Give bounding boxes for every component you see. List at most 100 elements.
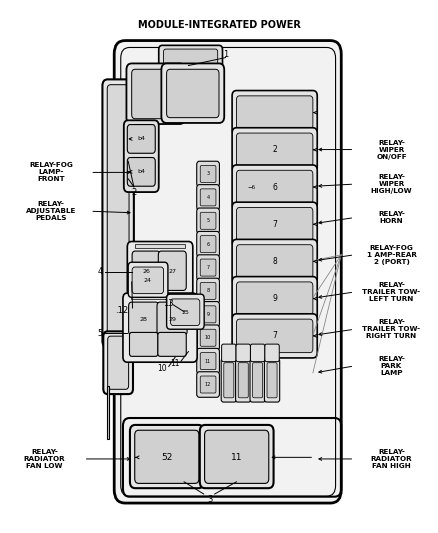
- FancyBboxPatch shape: [130, 425, 204, 488]
- FancyBboxPatch shape: [123, 293, 197, 362]
- FancyBboxPatch shape: [232, 239, 317, 284]
- Text: b4: b4: [137, 169, 145, 174]
- FancyBboxPatch shape: [170, 299, 200, 326]
- FancyBboxPatch shape: [103, 332, 133, 394]
- Text: RELAY-
TRAILER TOW-
LEFT TURN: RELAY- TRAILER TOW- LEFT TURN: [362, 282, 420, 302]
- FancyBboxPatch shape: [200, 425, 274, 488]
- Text: RELAY-
PARK
LAMP: RELAY- PARK LAMP: [378, 356, 405, 376]
- FancyBboxPatch shape: [236, 344, 251, 362]
- FancyBboxPatch shape: [108, 336, 129, 389]
- FancyBboxPatch shape: [166, 294, 204, 329]
- FancyBboxPatch shape: [232, 314, 317, 358]
- Text: 3: 3: [207, 172, 210, 176]
- FancyBboxPatch shape: [236, 359, 251, 402]
- FancyBboxPatch shape: [253, 363, 263, 398]
- FancyBboxPatch shape: [265, 359, 280, 402]
- FancyBboxPatch shape: [197, 184, 219, 210]
- Bar: [135, 244, 185, 248]
- FancyBboxPatch shape: [251, 344, 265, 362]
- FancyBboxPatch shape: [237, 170, 313, 204]
- FancyBboxPatch shape: [200, 165, 216, 182]
- Text: RELAY-
RADIATOR
FAN HIGH: RELAY- RADIATOR FAN HIGH: [371, 449, 412, 469]
- Text: 8: 8: [207, 288, 210, 294]
- Text: 9: 9: [272, 294, 277, 303]
- FancyBboxPatch shape: [163, 49, 218, 66]
- Text: 27: 27: [168, 269, 176, 274]
- FancyBboxPatch shape: [128, 262, 168, 297]
- Text: 29: 29: [168, 317, 176, 322]
- Text: RELAY-
TRAILER TOW-
RIGHT TURN: RELAY- TRAILER TOW- RIGHT TURN: [362, 319, 420, 339]
- FancyBboxPatch shape: [232, 165, 317, 209]
- FancyBboxPatch shape: [114, 41, 341, 503]
- FancyBboxPatch shape: [232, 202, 317, 246]
- FancyBboxPatch shape: [197, 161, 219, 187]
- FancyBboxPatch shape: [124, 120, 159, 192]
- FancyBboxPatch shape: [232, 277, 317, 321]
- FancyBboxPatch shape: [221, 359, 237, 402]
- Text: 52: 52: [161, 453, 173, 462]
- FancyBboxPatch shape: [157, 302, 187, 335]
- Text: RELAY-
WIPER
ON/OFF: RELAY- WIPER ON/OFF: [376, 140, 407, 159]
- FancyBboxPatch shape: [107, 85, 129, 342]
- Text: 10: 10: [205, 335, 211, 340]
- FancyBboxPatch shape: [197, 349, 219, 374]
- FancyBboxPatch shape: [127, 63, 185, 124]
- Text: .12: .12: [116, 305, 129, 314]
- Text: RELAY-
ADJUSTABLE
PEDALS: RELAY- ADJUSTABLE PEDALS: [26, 201, 76, 221]
- FancyBboxPatch shape: [127, 158, 155, 186]
- Text: 9: 9: [207, 312, 210, 317]
- FancyBboxPatch shape: [200, 306, 216, 323]
- Text: 2: 2: [272, 146, 277, 155]
- FancyBboxPatch shape: [102, 79, 134, 348]
- FancyBboxPatch shape: [200, 189, 216, 206]
- Text: RELAY-FOG
1 AMP-REAR
2 (PORT): RELAY-FOG 1 AMP-REAR 2 (PORT): [367, 245, 417, 265]
- Text: 5: 5: [207, 219, 210, 223]
- Text: 4: 4: [207, 195, 210, 200]
- FancyBboxPatch shape: [237, 207, 313, 241]
- Text: 11: 11: [205, 359, 211, 364]
- Text: 13: 13: [163, 299, 174, 308]
- FancyBboxPatch shape: [197, 325, 219, 351]
- Text: 8: 8: [272, 257, 277, 266]
- FancyBboxPatch shape: [129, 302, 159, 335]
- FancyBboxPatch shape: [205, 430, 269, 483]
- Text: 11: 11: [170, 359, 180, 368]
- FancyBboxPatch shape: [232, 128, 317, 172]
- Bar: [131, 296, 189, 300]
- FancyBboxPatch shape: [224, 363, 234, 398]
- Text: 2: 2: [131, 188, 137, 197]
- FancyBboxPatch shape: [197, 278, 219, 304]
- FancyBboxPatch shape: [158, 251, 186, 290]
- FancyBboxPatch shape: [200, 353, 216, 369]
- Text: 25: 25: [181, 310, 189, 314]
- Text: 28: 28: [140, 317, 148, 322]
- Text: 6: 6: [207, 241, 210, 247]
- Text: 11: 11: [231, 453, 242, 462]
- FancyBboxPatch shape: [237, 282, 313, 316]
- Text: 24: 24: [144, 278, 152, 283]
- FancyBboxPatch shape: [197, 208, 219, 233]
- FancyBboxPatch shape: [135, 430, 199, 483]
- FancyBboxPatch shape: [200, 259, 216, 276]
- FancyBboxPatch shape: [200, 329, 216, 346]
- FancyBboxPatch shape: [127, 125, 155, 154]
- FancyBboxPatch shape: [161, 63, 224, 123]
- FancyBboxPatch shape: [200, 376, 216, 393]
- Text: RELAY-
HORN: RELAY- HORN: [378, 211, 405, 224]
- Text: MODULE-INTEGRATED POWER: MODULE-INTEGRATED POWER: [138, 20, 300, 30]
- Text: 7: 7: [272, 332, 277, 341]
- Text: 7: 7: [207, 265, 210, 270]
- FancyBboxPatch shape: [237, 96, 313, 130]
- Text: RELAY-FOG
LAMP-
FRONT: RELAY-FOG LAMP- FRONT: [29, 163, 73, 182]
- FancyBboxPatch shape: [197, 372, 219, 397]
- FancyBboxPatch shape: [130, 333, 158, 357]
- Text: RELAY-
WIPER
HIGH/LOW: RELAY- WIPER HIGH/LOW: [371, 174, 412, 194]
- FancyBboxPatch shape: [200, 236, 216, 253]
- Text: 4: 4: [98, 268, 103, 276]
- FancyBboxPatch shape: [159, 45, 223, 70]
- Text: 26: 26: [142, 269, 150, 274]
- FancyBboxPatch shape: [237, 133, 313, 166]
- FancyBboxPatch shape: [132, 267, 163, 294]
- FancyBboxPatch shape: [132, 69, 180, 119]
- Bar: [107, 386, 110, 439]
